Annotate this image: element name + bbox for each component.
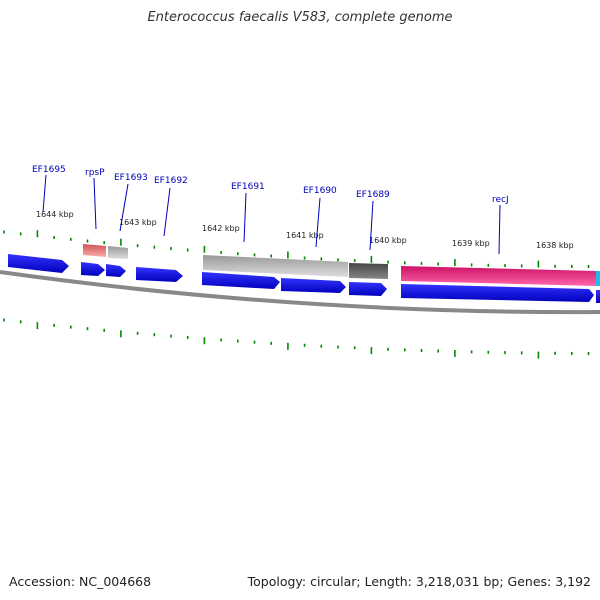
- EF1691-cds-arrow[interactable]: [202, 272, 280, 289]
- scale-label: 1638 kbp: [536, 241, 574, 250]
- EF1689-dark-feature[interactable]: [349, 263, 388, 279]
- EF1690-cds-arrow[interactable]: [281, 278, 346, 293]
- EF1692-cds-arrow[interactable]: [136, 267, 183, 282]
- scale-label: 1644 kbp: [36, 210, 74, 219]
- scale-label: 1643 kbp: [119, 218, 157, 227]
- EF1693-pseudo-feature[interactable]: [108, 246, 128, 259]
- recJ-pink-feature[interactable]: [401, 266, 596, 286]
- gene-label-EF1691[interactable]: EF1691: [231, 182, 265, 192]
- genome-backbone: [0, 270, 600, 315]
- gene-label-EF1693[interactable]: EF1693: [114, 173, 148, 183]
- recJ-cds-arrow[interactable]: [401, 284, 594, 302]
- gene-label-recJ[interactable]: recJ: [492, 195, 509, 205]
- gene-label-EF1690[interactable]: EF1690: [303, 186, 337, 196]
- scale-label: 1640 kbp: [369, 236, 407, 245]
- scale-labels: 1644 kbp 1643 kbp 1642 kbp 1641 kbp 1640…: [36, 210, 574, 250]
- rpsP-cds-arrow[interactable]: [81, 262, 105, 276]
- genome-stats-label: Topology: circular; Length: 3,218,031 bp…: [247, 574, 591, 589]
- EF1693-cds-arrow[interactable]: [106, 264, 126, 277]
- EF1689-cds-arrow[interactable]: [349, 282, 387, 296]
- rpsP-rna-feature[interactable]: [83, 244, 106, 257]
- scale-label: 1642 kbp: [202, 224, 240, 233]
- map-title: Enterococcus faecalis V583, complete gen…: [147, 10, 453, 25]
- cyan-feature[interactable]: [596, 271, 600, 286]
- EF1695-cds-arrow[interactable]: [8, 254, 69, 273]
- gene-features: [8, 244, 600, 303]
- scale-label: 1639 kbp: [452, 239, 490, 248]
- accession-label: Accession: NC_004668: [9, 574, 152, 589]
- scale-label: 1641 kbp: [286, 231, 324, 240]
- gene-label-rpsP[interactable]: rpsP: [85, 168, 105, 178]
- gene-label-EF1695[interactable]: EF1695: [32, 165, 66, 175]
- scale-ticks-upper: [3, 230, 590, 268]
- EF1691-pseudo-feature[interactable]: [203, 255, 348, 277]
- right-edge-cds[interactable]: [596, 290, 600, 303]
- gene-labels: EF1695 rpsP EF1693 EF1692 EF1691 EF1690 …: [32, 165, 509, 255]
- scale-ticks-lower: [3, 318, 590, 359]
- gene-label-EF1692[interactable]: EF1692: [154, 176, 188, 186]
- gene-label-EF1689[interactable]: EF1689: [356, 190, 390, 200]
